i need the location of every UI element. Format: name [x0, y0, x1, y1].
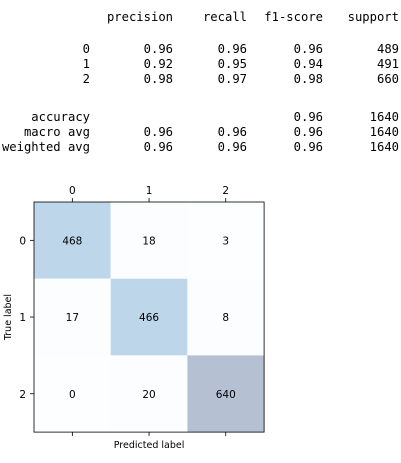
confusion-matrix: 468 18 3 17 466 8 0 20 640 0 1 2 0 1 2 Predicted label T… [0, 180, 401, 459]
report-cell-f1: 0.94 [293, 57, 323, 71]
report-summary-f1: 0.96 [293, 125, 323, 139]
cm-cell-value: 8 [222, 312, 229, 324]
cm-cell-value: 0 [69, 389, 76, 401]
report-summary-f1: 0.96 [293, 140, 323, 154]
report-cell-precision: 0.98 [143, 72, 173, 86]
cm-ytick-label: 0 [19, 235, 26, 247]
report-summary-support: 1640 [369, 110, 399, 124]
cm-xtick-label: 2 [222, 185, 229, 197]
report-row-label: 1 [82, 57, 90, 71]
cm-xlabel: Predicted label [114, 440, 185, 451]
report-summary-label: weighted avg [1, 140, 90, 154]
cm-cell-value: 18 [142, 235, 155, 247]
cm-cell-value: 20 [142, 389, 155, 401]
cm-cell-value: 3 [222, 235, 229, 247]
cm-cell-2-0 [34, 355, 111, 433]
report-summary-recall: 0.96 [217, 125, 247, 139]
report-header-f1-score: f1-score [264, 10, 323, 24]
cm-ylabel: True label [3, 294, 14, 341]
report-summary-support: 1640 [369, 140, 399, 154]
cm-ytick-label: 2 [19, 389, 26, 401]
report-summary-recall: 0.96 [217, 140, 247, 154]
report-header-support: support [347, 10, 399, 24]
cm-cell-0-2 [187, 202, 265, 279]
cm-xtick-label: 1 [146, 185, 153, 197]
cm-cell-1-2 [187, 278, 265, 356]
classification-report: precision recall f1-score support 0 0.96 0.96 0… [0, 0, 401, 170]
report-cell-support: 660 [376, 72, 399, 86]
cm-cell-2-2 [187, 355, 265, 433]
report-summary-precision: 0.96 [143, 140, 173, 154]
report-row-label: 0 [82, 42, 90, 56]
report-cell-recall: 0.95 [217, 57, 247, 71]
report-cell-support: 489 [376, 42, 399, 56]
report-cell-precision: 0.92 [143, 57, 173, 71]
cm-cell-1-0 [34, 278, 111, 356]
cm-cell-value: 17 [66, 312, 79, 324]
report-cell-recall: 0.96 [217, 42, 247, 56]
cm-cell-0-1 [110, 202, 188, 279]
cm-ytick-label: 1 [19, 312, 26, 324]
cm-cell-2-1 [110, 355, 188, 433]
cm-cell-1-1 [110, 278, 188, 356]
report-summary-f1: 0.96 [293, 110, 323, 124]
cm-xtick-label: 0 [69, 185, 76, 197]
report-header-recall: recall [202, 10, 247, 24]
report-header-precision: precision [106, 10, 173, 24]
cm-cell-0-0 [34, 202, 111, 279]
report-summary-label: accuracy [31, 110, 90, 124]
report-row-label: 2 [82, 72, 90, 86]
cm-cell-value: 466 [139, 312, 159, 324]
cm-cell-value: 468 [62, 235, 82, 247]
report-cell-recall: 0.97 [217, 72, 247, 86]
report-summary-support: 1640 [369, 125, 399, 139]
report-cell-support: 491 [376, 57, 399, 71]
report-cell-precision: 0.96 [143, 42, 173, 56]
report-summary-label: macro avg [23, 125, 90, 139]
report-cell-f1: 0.96 [293, 42, 323, 56]
report-summary-precision: 0.96 [143, 125, 173, 139]
cm-cell-value: 640 [216, 389, 236, 401]
report-cell-f1: 0.98 [293, 72, 323, 86]
